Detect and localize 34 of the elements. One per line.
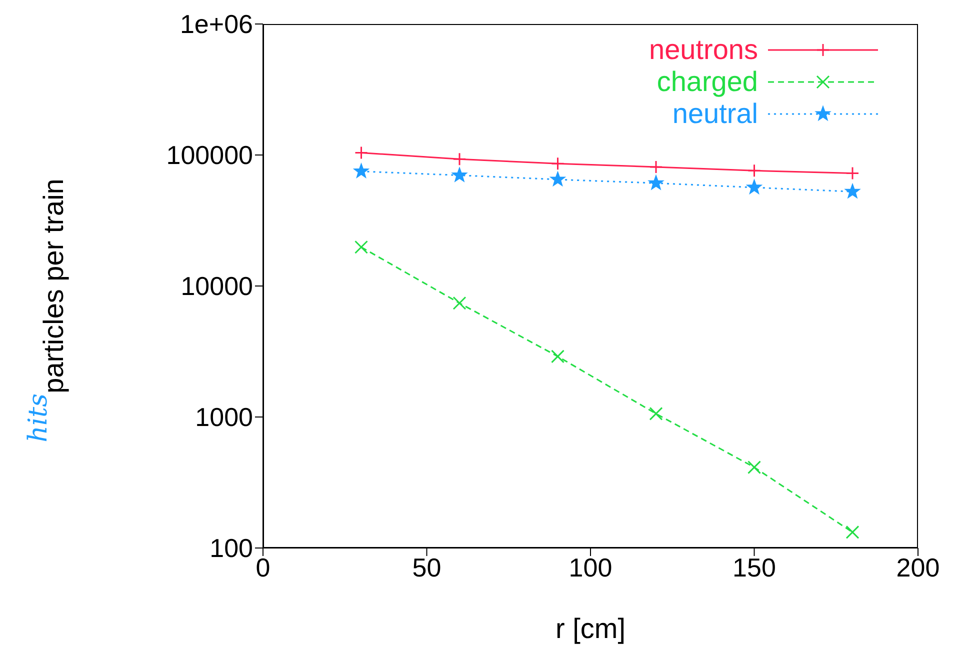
point bbox=[550, 172, 565, 186]
point bbox=[551, 156, 564, 170]
legend-label: neutrons bbox=[649, 34, 758, 66]
x-tick-label: 100 bbox=[568, 552, 612, 582]
point bbox=[748, 460, 761, 474]
text: hits bbox=[22, 394, 53, 442]
point bbox=[354, 240, 368, 254]
point bbox=[354, 164, 368, 178]
point bbox=[551, 350, 564, 364]
point bbox=[846, 166, 860, 180]
point bbox=[747, 180, 762, 194]
x-tick-label: 150 bbox=[732, 552, 776, 582]
point bbox=[452, 296, 466, 310]
x-tick-label: 0 bbox=[256, 552, 270, 582]
y-tick-label: 100 bbox=[210, 533, 253, 564]
point bbox=[452, 168, 467, 182]
point bbox=[845, 184, 860, 198]
x-axis-title: r [cm] bbox=[556, 613, 626, 644]
legend-label: neutral bbox=[672, 98, 758, 130]
point bbox=[354, 146, 368, 160]
y-tick-label: 100000 bbox=[166, 140, 253, 170]
point bbox=[748, 164, 761, 178]
point bbox=[649, 406, 663, 420]
y-axis-title: particles per train bbox=[38, 178, 69, 394]
point bbox=[846, 525, 860, 539]
point bbox=[648, 176, 664, 190]
legend-label: charged bbox=[656, 66, 758, 98]
y-tick-label: 1000 bbox=[195, 402, 253, 432]
x-tick-label: 50 bbox=[412, 552, 442, 582]
point bbox=[452, 152, 466, 166]
y-tick-label: 1e+06 bbox=[180, 9, 253, 40]
point bbox=[649, 160, 663, 174]
x-tick-label: 200 bbox=[896, 552, 940, 582]
y-tick-label: 10000 bbox=[180, 271, 253, 302]
